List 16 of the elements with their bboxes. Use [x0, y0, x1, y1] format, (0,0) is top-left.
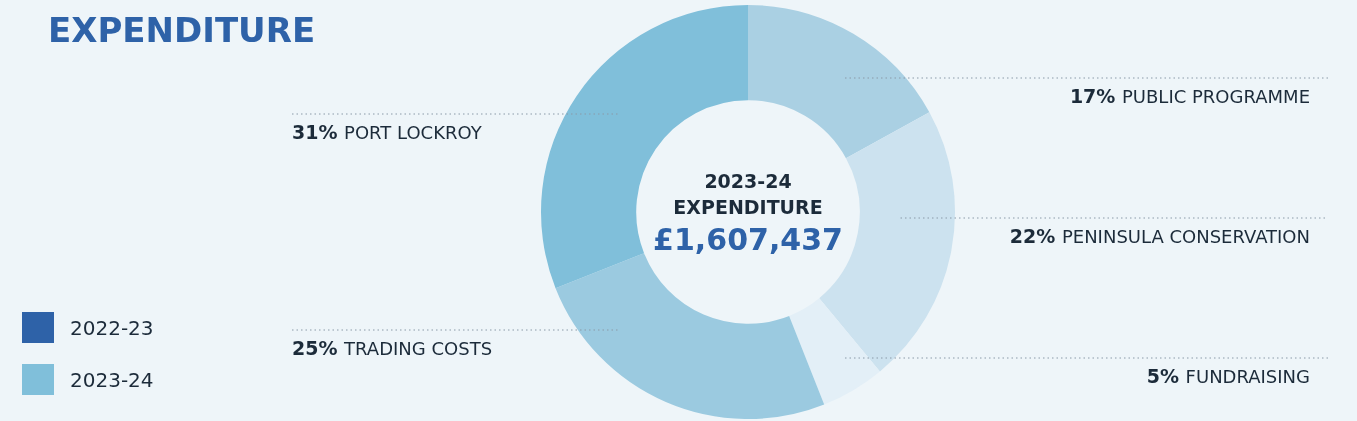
text: 2022-23: [70, 315, 154, 340]
slice-label: TRADING COSTS: [343, 338, 493, 359]
text: EXPENDITURE: [673, 196, 823, 218]
text: £1,607,437: [653, 222, 843, 257]
data-label: 22%: [1009, 225, 1056, 247]
slice-label: PUBLIC PROGRAMME: [1121, 86, 1311, 107]
data-label: 5%: [1146, 365, 1179, 387]
data-label: 25%: [292, 337, 338, 359]
data-label: 17%: [1069, 85, 1116, 107]
text: 2023-24: [704, 170, 792, 192]
slice-label: PENINSULA CONSERVATION: [1061, 226, 1311, 247]
slice-label: PORT LOCKROY: [344, 122, 483, 143]
text: 2023-24: [70, 367, 154, 392]
slice-label: FUNDRAISING: [1185, 366, 1311, 387]
chart-title: EXPENDITURE: [48, 10, 316, 50]
data-label: 31%: [292, 121, 338, 143]
